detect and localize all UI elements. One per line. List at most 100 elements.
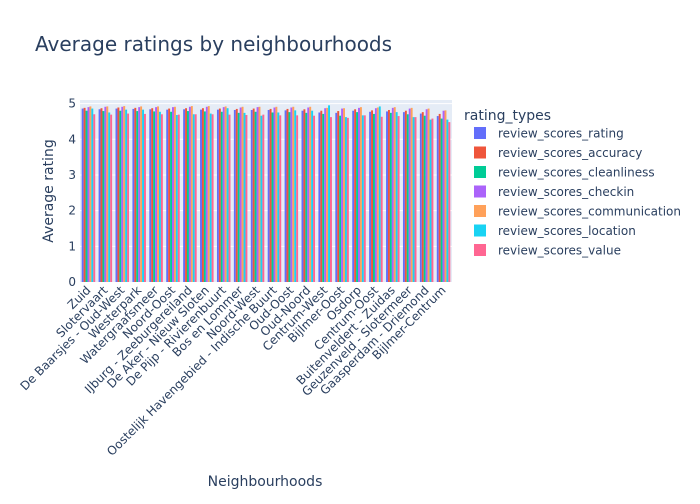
- bar-review_scores_checkin[interactable]: [138, 107, 141, 282]
- bar-review_scores_location[interactable]: [294, 110, 297, 282]
- bar-review_scores_communication[interactable]: [309, 106, 312, 282]
- bar-review_scores_communication[interactable]: [359, 107, 362, 282]
- bar-review_scores_cleanliness[interactable]: [373, 113, 375, 282]
- bar-review_scores_value[interactable]: [279, 115, 282, 282]
- legend-item-label[interactable]: review_scores_value: [498, 244, 621, 258]
- bar-review_scores_accuracy[interactable]: [218, 108, 221, 282]
- bar-review_scores_location[interactable]: [311, 110, 314, 283]
- bar-review_scores_checkin[interactable]: [188, 106, 191, 282]
- bar-review_scores_communication[interactable]: [140, 106, 143, 282]
- bar-review_scores_communication[interactable]: [190, 106, 193, 282]
- bar-review_scores_cleanliness[interactable]: [440, 118, 443, 282]
- bar-review_scores_rating[interactable]: [284, 110, 287, 282]
- bar-review_scores_accuracy[interactable]: [117, 107, 120, 283]
- bar-review_scores_value[interactable]: [177, 114, 180, 282]
- bar-review_scores_cleanliness[interactable]: [406, 114, 409, 283]
- bar-review_scores_checkin[interactable]: [307, 107, 310, 283]
- bar-review_scores_rating[interactable]: [301, 110, 304, 283]
- bar-review_scores_cleanliness[interactable]: [119, 110, 122, 283]
- bar-review_scores_accuracy[interactable]: [421, 112, 424, 282]
- bar-review_scores_value[interactable]: [110, 114, 113, 282]
- bar-review_scores_accuracy[interactable]: [201, 108, 204, 283]
- bar-review_scores_communication[interactable]: [258, 106, 261, 282]
- bar-review_scores_communication[interactable]: [393, 107, 396, 282]
- bar-review_scores_cleanliness[interactable]: [356, 112, 359, 282]
- bar-review_scores_accuracy[interactable]: [269, 108, 272, 282]
- bar-review_scores_rating[interactable]: [81, 108, 84, 282]
- legend-swatch[interactable]: [474, 244, 486, 256]
- bar-review_scores_rating[interactable]: [183, 109, 186, 282]
- bar-review_scores_rating[interactable]: [149, 109, 152, 282]
- bar-review_scores_accuracy[interactable]: [320, 110, 323, 283]
- bar-review_scores_accuracy[interactable]: [185, 108, 188, 283]
- bar-review_scores_cleanliness[interactable]: [170, 111, 173, 282]
- bar-review_scores_checkin[interactable]: [290, 107, 293, 283]
- bar-review_scores_communication[interactable]: [326, 107, 329, 282]
- bar-review_scores_location[interactable]: [361, 115, 364, 282]
- bar-review_scores_location[interactable]: [395, 112, 398, 282]
- bar-review_scores_checkin[interactable]: [391, 107, 394, 282]
- bar-review_scores_communication[interactable]: [224, 106, 227, 282]
- bar-review_scores_accuracy[interactable]: [134, 107, 137, 282]
- bar-review_scores_checkin[interactable]: [341, 108, 344, 282]
- bar-review_scores_rating[interactable]: [386, 111, 388, 282]
- bar-review_scores_location[interactable]: [328, 105, 331, 282]
- bar-review_scores_rating[interactable]: [132, 108, 135, 282]
- bar-review_scores_rating[interactable]: [369, 111, 372, 282]
- bar-review_scores_checkin[interactable]: [442, 110, 445, 283]
- legend-swatch[interactable]: [474, 146, 486, 159]
- bar-review_scores_location[interactable]: [446, 119, 449, 282]
- bar-review_scores_checkin[interactable]: [205, 106, 208, 282]
- bar-review_scores_cleanliness[interactable]: [254, 111, 257, 282]
- bar-review_scores_location[interactable]: [192, 114, 195, 283]
- bar-review_scores_accuracy[interactable]: [354, 109, 357, 282]
- bar-review_scores_value[interactable]: [245, 114, 248, 283]
- bar-review_scores_checkin[interactable]: [358, 107, 360, 282]
- bar-review_scores_location[interactable]: [158, 111, 161, 282]
- bar-review_scores_checkin[interactable]: [239, 107, 242, 283]
- bar-review_scores_checkin[interactable]: [324, 108, 327, 283]
- bar-review_scores_location[interactable]: [378, 106, 381, 282]
- bar-review_scores_value[interactable]: [363, 115, 366, 282]
- legend-item-label[interactable]: review_scores_rating: [498, 127, 624, 141]
- bar-review_scores_location[interactable]: [277, 112, 280, 283]
- bar-review_scores_checkin[interactable]: [408, 108, 411, 282]
- bar-review_scores_accuracy[interactable]: [151, 108, 154, 283]
- bar-review_scores_rating[interactable]: [402, 112, 405, 282]
- bar-review_scores_cleanliness[interactable]: [187, 111, 189, 282]
- bar-review_scores_value[interactable]: [397, 116, 400, 282]
- bar-review_scores_accuracy[interactable]: [438, 113, 441, 282]
- bar-review_scores_checkin[interactable]: [172, 107, 174, 282]
- bar-review_scores_communication[interactable]: [173, 106, 176, 282]
- bar-review_scores_accuracy[interactable]: [371, 110, 374, 282]
- bar-review_scores_value[interactable]: [313, 115, 316, 282]
- bar-review_scores_cleanliness[interactable]: [153, 111, 156, 282]
- bar-review_scores_checkin[interactable]: [222, 107, 225, 282]
- legend-swatch[interactable]: [474, 127, 486, 139]
- bar-review_scores_value[interactable]: [380, 116, 383, 283]
- bar-review_scores_accuracy[interactable]: [404, 110, 407, 283]
- bar-review_scores_communication[interactable]: [157, 106, 159, 282]
- bar-review_scores_rating[interactable]: [233, 109, 236, 283]
- bar-review_scores_cleanliness[interactable]: [220, 111, 223, 282]
- bar-review_scores_rating[interactable]: [250, 109, 253, 283]
- bar-review_scores_cleanliness[interactable]: [389, 112, 392, 282]
- bar-review_scores_accuracy[interactable]: [83, 107, 86, 282]
- legend-swatch[interactable]: [474, 166, 486, 178]
- bar-review_scores_rating[interactable]: [352, 110, 355, 283]
- bar-review_scores_location[interactable]: [412, 117, 415, 282]
- bar-review_scores_location[interactable]: [175, 114, 178, 283]
- bar-review_scores_accuracy[interactable]: [100, 108, 103, 283]
- bar-review_scores_communication[interactable]: [89, 106, 92, 282]
- bar-review_scores_communication[interactable]: [410, 107, 413, 282]
- bar-review_scores_accuracy[interactable]: [286, 108, 289, 282]
- bar-review_scores_checkin[interactable]: [87, 107, 90, 282]
- bar-review_scores_value[interactable]: [93, 114, 96, 283]
- bar-review_scores_cleanliness[interactable]: [288, 112, 291, 282]
- bar-review_scores_value[interactable]: [144, 113, 146, 282]
- bar-review_scores_communication[interactable]: [343, 108, 345, 283]
- legend-swatch[interactable]: [474, 205, 486, 217]
- bar-review_scores_value[interactable]: [160, 114, 163, 283]
- bar-review_scores_value[interactable]: [330, 117, 332, 282]
- bar-review_scores_communication[interactable]: [427, 108, 430, 282]
